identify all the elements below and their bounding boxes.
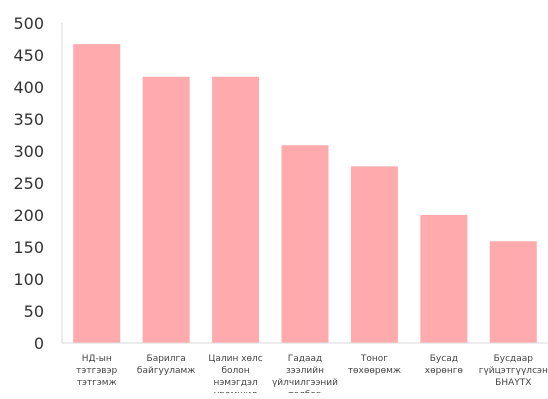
- x-category-label-line: Тоног: [360, 354, 388, 364]
- y-tick-label: 300: [13, 142, 44, 161]
- bar: [281, 145, 329, 343]
- x-category-label-line: НД-ын: [82, 354, 112, 364]
- x-category-label-line: төлбөр: [288, 390, 322, 399]
- y-tick-label: 0: [34, 334, 44, 353]
- y-tick-label: 500: [13, 14, 44, 33]
- x-category-label: Цалин хөлс болон нэмэгдэл урамшил: [208, 354, 262, 399]
- bars-layer: [73, 44, 537, 344]
- axis-layer: [61, 23, 548, 344]
- y-tick-label: 250: [13, 174, 44, 193]
- x-category-label-line: Гадаад: [288, 354, 322, 364]
- x-category-label-line: Цалин хөлс: [208, 354, 262, 364]
- bar: [212, 76, 260, 343]
- bar: [420, 215, 468, 343]
- x-category-label-line: тэтгэвэр: [76, 366, 117, 376]
- bar: [489, 241, 537, 343]
- x-category-label: Бусад хөрөнгө: [425, 354, 464, 376]
- y-tick-label: 400: [13, 78, 44, 97]
- x-category-label: Тоног төхөөрөмж: [348, 354, 401, 376]
- x-category-label-line: урамшил: [214, 390, 257, 399]
- x-category-label-line: төхөөрөмж: [348, 366, 401, 376]
- bar: [142, 76, 190, 343]
- x-category-label-line: Бусдаар: [494, 354, 534, 364]
- bar: [73, 44, 121, 344]
- x-category-label-line: БНАҮТХ: [495, 378, 531, 388]
- x-category-label-line: үйлчилгээний: [272, 378, 338, 388]
- y-tick-label: 200: [13, 206, 44, 225]
- x-category-label: Барилга байгууламж: [137, 354, 195, 376]
- x-category-label-line: нэмэгдэл: [213, 378, 257, 388]
- x-category-label-line: зээлийн: [286, 366, 324, 376]
- y-tick-label: 100: [13, 270, 44, 289]
- bar: [350, 166, 398, 343]
- x-category-labels: НД-ын тэтгэвэр тэтгэмж Барилга байгууламж Цал…: [76, 354, 548, 399]
- x-category-label-line: болон: [221, 366, 249, 376]
- x-category-label-line: хөрөнгө: [425, 366, 464, 376]
- x-category-label-line: тэтгэмж: [77, 378, 117, 388]
- x-category-label-line: байгууламж: [137, 366, 195, 376]
- x-category-label: Гадаад зээлийн үйлчилгээний төлбөр: [272, 354, 338, 399]
- x-category-label-line: Бусад: [430, 354, 458, 364]
- x-category-label-line: гүйцэтгүүлсэн: [479, 366, 548, 376]
- x-category-label-line: Барилга: [147, 354, 186, 364]
- y-tick-label: 50: [24, 302, 44, 321]
- x-category-label: НД-ын тэтгэвэр тэтгэмж: [76, 354, 117, 388]
- y-tick-label: 450: [13, 46, 44, 65]
- y-tick-label: 350: [13, 110, 44, 129]
- y-tick-labels: 0 50 100 150 200 250 300 350 400 450 500: [13, 14, 44, 353]
- y-tick-label: 150: [13, 238, 44, 257]
- x-category-label: Бусдаар гүйцэтгүүлсэн БНАҮТХ: [479, 354, 548, 388]
